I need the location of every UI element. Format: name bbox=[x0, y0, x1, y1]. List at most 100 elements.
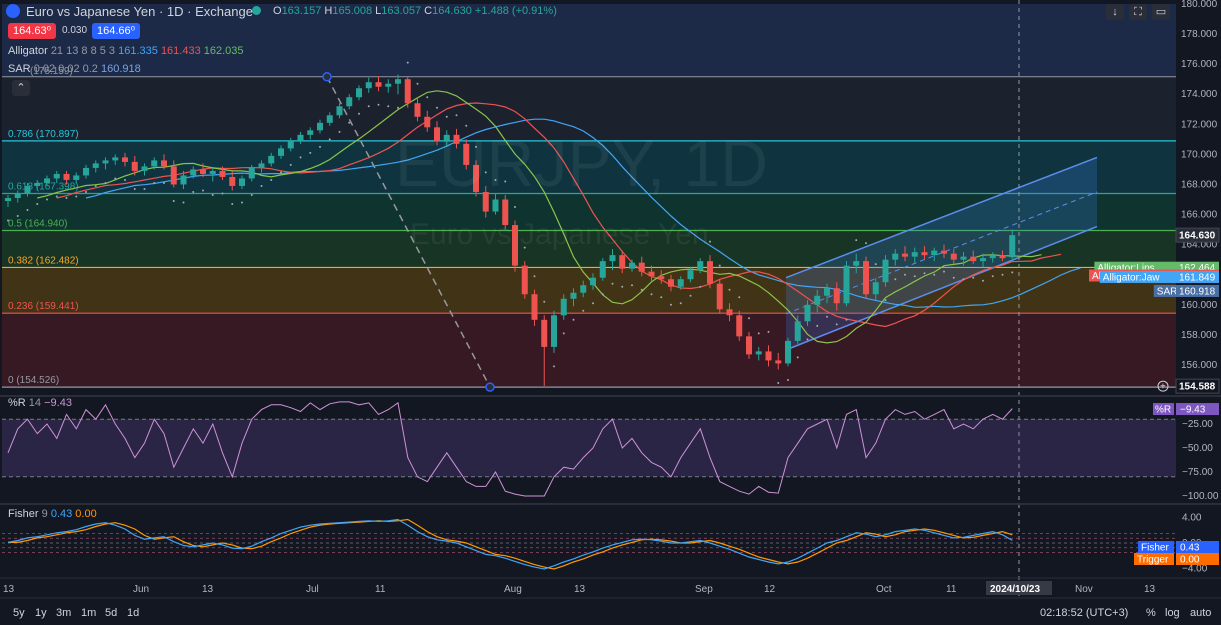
sar-value: 160.918 bbox=[100, 63, 141, 75]
candle bbox=[151, 157, 158, 170]
candle bbox=[141, 163, 148, 176]
candle-body bbox=[746, 336, 752, 355]
candle-body bbox=[151, 160, 158, 167]
price-tick-label: 160.000 bbox=[1181, 300, 1218, 311]
candle bbox=[580, 280, 587, 298]
candle-body bbox=[219, 170, 226, 177]
candle-body bbox=[53, 173, 60, 179]
price-tick-label: 172.000 bbox=[1181, 119, 1218, 130]
sar-dot bbox=[143, 187, 146, 190]
sar-dot bbox=[114, 177, 117, 180]
timeframe-button-5d[interactable]: 5d bbox=[105, 607, 118, 619]
alligator-legend[interactable]: Alligator 21 13 8 8 5 3 161.335 161.433 … bbox=[8, 45, 244, 57]
high-label: H bbox=[324, 5, 333, 17]
alligator-teeth-value: 161.433 bbox=[160, 45, 201, 57]
price-tick-label: 158.000 bbox=[1181, 330, 1218, 341]
candle bbox=[365, 77, 372, 93]
trigger-tag-label: Trigger bbox=[1137, 555, 1169, 566]
collapse-legend-button[interactable]: ⌃ bbox=[12, 80, 30, 96]
time-tick-label: Sep bbox=[695, 584, 713, 595]
candle-body bbox=[687, 270, 694, 280]
fisher-line bbox=[7, 518, 1013, 570]
candle-body bbox=[317, 122, 323, 131]
price-tag-bg bbox=[1176, 284, 1219, 297]
auto-toggle[interactable]: auto bbox=[1190, 607, 1212, 619]
symbol-title[interactable]: Euro vs Japanese Yen · 1D · Exchange bbox=[26, 4, 253, 19]
candle bbox=[746, 331, 752, 359]
indicator-tag-bg bbox=[1099, 270, 1176, 283]
candle bbox=[726, 303, 733, 322]
fib-top-label: (175.159) bbox=[30, 66, 73, 77]
sar-dot bbox=[923, 272, 926, 275]
candle bbox=[599, 258, 606, 281]
candle-body bbox=[989, 255, 996, 259]
timeframe-button-1m[interactable]: 1m bbox=[81, 607, 97, 619]
price-tick-label: 176.000 bbox=[1181, 59, 1218, 70]
sar-dot bbox=[757, 332, 760, 335]
sar-dot bbox=[377, 103, 380, 106]
sar-dot bbox=[874, 263, 877, 266]
buy-button[interactable]: 164.66⁰ bbox=[92, 23, 140, 39]
screenshot-button[interactable]: ▭ bbox=[1152, 4, 1170, 20]
sar-dot bbox=[845, 318, 848, 321]
wr-params: 14 bbox=[28, 397, 42, 409]
spread-value: 0.030 bbox=[62, 25, 88, 36]
time-tick-label: 11 bbox=[946, 584, 957, 595]
candle-body bbox=[824, 288, 830, 296]
candle bbox=[5, 194, 11, 208]
sell-button[interactable]: 164.63⁰ bbox=[8, 23, 56, 39]
clock[interactable]: 02:18:52 (UTC+3) bbox=[1040, 607, 1129, 619]
candle-body bbox=[190, 169, 197, 176]
wr-value-tag: −9.43 bbox=[1180, 405, 1206, 416]
download-button[interactable]: ↓ bbox=[1106, 4, 1124, 20]
time-tick-label: 12 bbox=[764, 584, 776, 595]
candle bbox=[336, 103, 343, 119]
candle bbox=[648, 265, 655, 281]
candle bbox=[560, 294, 567, 320]
candle-body bbox=[580, 285, 587, 293]
sar-dot bbox=[523, 246, 526, 249]
symbol-flag-icon bbox=[6, 4, 20, 18]
candle-body bbox=[814, 295, 821, 305]
sar-dot bbox=[631, 284, 633, 287]
wr-legend[interactable]: %R 14 −9.43 bbox=[8, 397, 72, 409]
candle bbox=[161, 154, 167, 170]
candle bbox=[73, 172, 80, 183]
sar-dot bbox=[621, 285, 624, 288]
channel-lower bbox=[785, 225, 1098, 351]
fib-zone bbox=[2, 313, 1176, 388]
trigger-tag-bg bbox=[1134, 553, 1174, 565]
sar-dot bbox=[280, 171, 282, 174]
wr-label: %R bbox=[8, 397, 26, 409]
candle bbox=[970, 250, 977, 265]
timeframe-button-3m[interactable]: 3m bbox=[56, 607, 72, 619]
fib-label: 0 (154.526) bbox=[8, 375, 59, 386]
candle-body bbox=[83, 167, 89, 176]
candle bbox=[443, 130, 450, 147]
candle bbox=[326, 112, 333, 126]
candle bbox=[258, 160, 265, 173]
wr-line bbox=[7, 401, 1013, 497]
timeframe-button-5y[interactable]: 5y bbox=[13, 607, 25, 619]
log-toggle[interactable]: log bbox=[1165, 607, 1180, 619]
sar-dot bbox=[338, 130, 341, 133]
sar-legend[interactable]: SAR 0.02 0.02 0.2 160.918 bbox=[8, 63, 141, 75]
fullscreen-button[interactable]: ⛶ bbox=[1129, 4, 1147, 20]
candle bbox=[463, 139, 470, 170]
candle-body bbox=[736, 315, 743, 337]
sar-dot bbox=[699, 285, 702, 288]
candle bbox=[941, 244, 947, 259]
candle bbox=[921, 246, 928, 260]
timeframe-button-1d[interactable]: 1d bbox=[127, 607, 140, 619]
timeframe-button-1y[interactable]: 1y bbox=[35, 607, 47, 619]
fisher-legend[interactable]: Fisher 9 0.43 0.00 bbox=[8, 508, 97, 520]
candle-body bbox=[531, 294, 538, 320]
percent-toggle[interactable]: % bbox=[1146, 607, 1156, 619]
channel-upper bbox=[785, 156, 1098, 279]
sar-dot bbox=[406, 61, 409, 64]
candle-body bbox=[443, 134, 450, 141]
candle-body bbox=[941, 250, 947, 254]
candle-body bbox=[414, 103, 421, 117]
sar-dot bbox=[533, 275, 536, 278]
